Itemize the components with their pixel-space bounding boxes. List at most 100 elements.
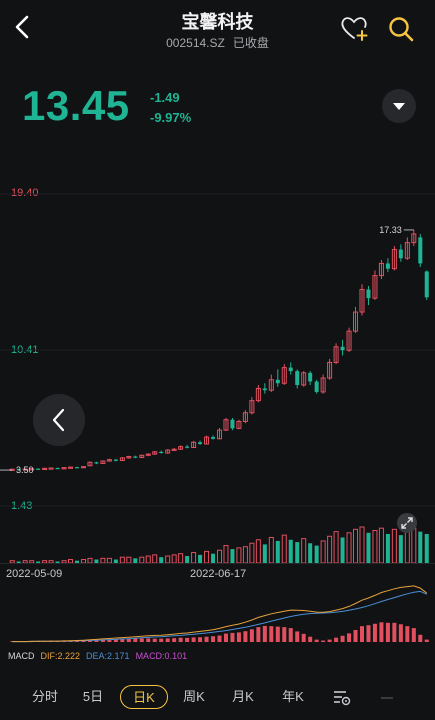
volume-bar xyxy=(61,560,67,564)
candle xyxy=(87,461,93,467)
candle xyxy=(119,457,125,462)
volume-bar xyxy=(152,554,158,564)
macd-hist-bar xyxy=(359,626,365,642)
candle xyxy=(308,372,313,382)
top-bar: 宝馨科技 002514.SZ 已收盘 xyxy=(0,0,435,60)
candle xyxy=(327,361,333,379)
candle xyxy=(230,419,235,429)
tab-yearly-k[interactable]: 年K xyxy=(282,689,304,704)
candle xyxy=(198,442,203,445)
tab-monthly-k[interactable]: 月K xyxy=(232,689,254,704)
macd-hist-bar xyxy=(366,625,371,642)
macd-hist-bar xyxy=(185,637,190,642)
candle xyxy=(255,387,261,402)
macd-hist-bar xyxy=(411,628,416,642)
volume-bar xyxy=(308,543,313,563)
price-change: -1.49 xyxy=(150,90,180,105)
volume-bar xyxy=(359,526,365,564)
candle xyxy=(171,448,177,451)
volume-bar xyxy=(242,546,248,564)
macd-hist-bar xyxy=(87,640,92,642)
kline-chart[interactable]: 17.33 3.50 xyxy=(0,170,435,650)
candle xyxy=(366,289,371,299)
volume-bar xyxy=(249,542,255,564)
candle xyxy=(61,467,67,470)
volume-bar xyxy=(366,532,371,563)
macd-hist-bar xyxy=(340,635,345,642)
candle xyxy=(152,451,158,455)
macd-hist-bar xyxy=(113,639,118,642)
macd-hist-bar xyxy=(107,639,112,642)
price-change-block: -1.49 -9.97% xyxy=(150,88,191,128)
volume-bar xyxy=(346,532,352,564)
candle xyxy=(262,388,267,391)
max-marker-label: 17.33 xyxy=(379,225,402,235)
fullscreen-expand-icon[interactable] xyxy=(397,513,417,533)
volume-bar xyxy=(301,538,307,564)
candle xyxy=(281,367,287,384)
candle xyxy=(353,311,359,332)
volume-bar xyxy=(87,557,93,564)
tab-weekly-k[interactable]: 周K xyxy=(183,689,205,704)
candle xyxy=(42,467,48,471)
macd-hist-bar xyxy=(275,626,280,642)
candle xyxy=(314,381,319,392)
macd-hist-bar xyxy=(249,629,254,642)
volume-bar xyxy=(411,527,417,564)
macd-hist-bar xyxy=(139,638,144,642)
volume-bar xyxy=(165,555,171,564)
tab-intraday[interactable]: 分时 xyxy=(31,689,58,704)
candle xyxy=(333,346,339,363)
volume-bar xyxy=(288,539,293,563)
candle xyxy=(359,288,365,313)
search-icon[interactable] xyxy=(386,14,416,44)
tab-5day[interactable]: 5日 xyxy=(82,689,104,704)
stock-code: 002514.SZ xyxy=(166,36,225,50)
date-label-start: 2022-05-09 xyxy=(6,568,63,580)
candle xyxy=(55,467,60,470)
candle xyxy=(159,451,164,454)
volume-bar xyxy=(216,549,223,564)
macd-hist-bar xyxy=(372,623,377,642)
volume-bar xyxy=(113,559,118,563)
candle xyxy=(145,453,151,456)
market-status: 已收盘 xyxy=(232,36,269,50)
macd-hist-bar xyxy=(308,636,313,642)
volume-bar xyxy=(171,554,177,564)
macd-hist-bar xyxy=(295,631,300,642)
add-favorite-heart-icon[interactable] xyxy=(339,14,369,42)
volume-bar xyxy=(36,561,41,563)
volume-bar xyxy=(314,545,319,563)
volume-bar xyxy=(145,555,151,564)
candle xyxy=(22,468,28,471)
volume-bar xyxy=(29,560,35,564)
previous-period-arrow-icon[interactable] xyxy=(33,394,85,446)
volume-bar xyxy=(211,553,216,563)
macd-hist-bar xyxy=(385,622,390,642)
back-arrow-icon[interactable] xyxy=(8,10,36,44)
candle xyxy=(346,330,352,351)
macd-hist-bar xyxy=(398,624,403,642)
candle xyxy=(391,249,397,270)
indicator-settings-icon[interactable] xyxy=(332,689,352,707)
volume-bar xyxy=(191,552,197,564)
macd-legend: MACD DIF:2.222 DEA:2.171 MACD:0.101 xyxy=(8,651,193,661)
tab-daily-k[interactable]: 日K xyxy=(120,685,168,709)
volume-bar xyxy=(100,557,106,564)
candle xyxy=(36,468,41,470)
volume-bar xyxy=(372,529,378,564)
volume-bar xyxy=(378,527,384,564)
candle xyxy=(139,454,145,459)
macd-hist-bar xyxy=(146,638,151,642)
candle xyxy=(301,372,307,386)
macd-dif-line xyxy=(12,585,428,643)
volume-bar xyxy=(68,559,74,564)
volume-bar xyxy=(74,560,80,563)
volume-bar xyxy=(139,556,145,564)
macd-hist-bar xyxy=(68,641,73,642)
volume-bar xyxy=(16,561,21,563)
macd-hist-bar xyxy=(392,622,397,642)
stock-subtitle: 002514.SZ 已收盘 xyxy=(0,34,435,51)
candle xyxy=(204,436,210,445)
expand-quote-button[interactable] xyxy=(382,89,416,123)
